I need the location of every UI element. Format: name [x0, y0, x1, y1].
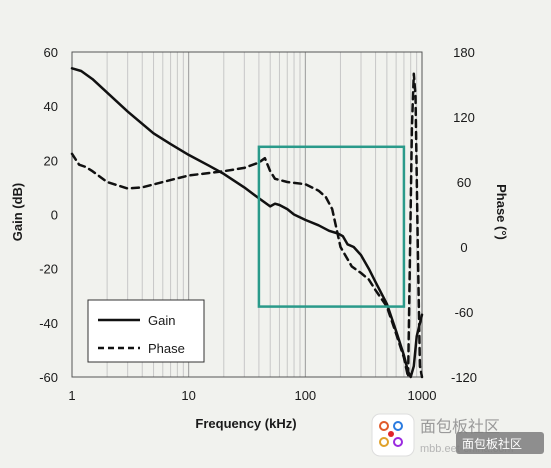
legend-box	[87, 299, 205, 363]
y2-tick-label: 0	[460, 240, 467, 255]
x-axis-ticks: 1 10 100 1000	[68, 388, 436, 403]
annotations	[257, 145, 406, 308]
watermark: 面包板社区 mbb.eet-china.com 面包板社区	[371, 413, 544, 457]
legend: Gain Phase	[87, 299, 205, 363]
y2-tick-label: -60	[455, 305, 474, 320]
y2-axis-title: Phase (°)	[494, 184, 509, 240]
x-tick-label: 1	[68, 388, 75, 403]
y2-axis-ticks: 180 120 60 0 -60 -120	[451, 45, 477, 385]
legend-gain-label: Gain	[148, 313, 175, 328]
y-axis-title: Gain (dB)	[10, 183, 25, 242]
watermark-badge-text: 面包板社区	[462, 436, 522, 451]
y-tick-label: -20	[39, 262, 58, 277]
x-axis-title: Frequency (kHz)	[195, 416, 296, 431]
watermark-brand: 面包板社区	[420, 418, 500, 436]
y-tick-label: 40	[44, 99, 58, 114]
data-series	[70, 67, 424, 379]
y2-tick-label: 60	[457, 175, 471, 190]
series-phase-line	[70, 72, 424, 379]
plot-frame	[71, 51, 423, 378]
y-axis-ticks: 60 40 20 0 -20 -40 -60	[39, 45, 58, 385]
highlight-rectangle	[257, 145, 406, 308]
watermark-badge	[456, 432, 544, 454]
y-tick-label: 20	[44, 153, 58, 168]
x-tick-label: 1000	[408, 388, 437, 403]
y2-tick-label: -120	[451, 370, 477, 385]
y2-tick-label: 120	[453, 110, 475, 125]
legend-phase-label: Phase	[148, 341, 185, 356]
y2-tick-label: 180	[453, 45, 475, 60]
x-tick-label: 10	[181, 388, 195, 403]
y-tick-label: -60	[39, 370, 58, 385]
watermark-logo-icon	[371, 413, 415, 457]
y-tick-label: 60	[44, 45, 58, 60]
y-tick-label: 0	[51, 208, 58, 223]
x-tick-label: 100	[294, 388, 316, 403]
y-tick-label: -40	[39, 316, 58, 331]
